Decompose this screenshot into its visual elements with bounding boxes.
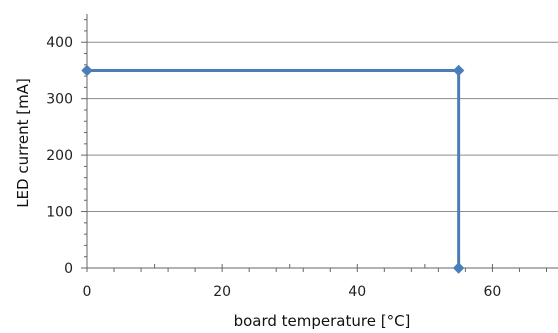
y-tick-label: 200 [46, 148, 73, 164]
y-tick-label: 100 [46, 205, 73, 221]
y-axis-title: LED current [mA] [14, 78, 32, 208]
series-line [87, 68, 461, 268]
minor-ticks [81, 19, 547, 272]
tick-labels: 0 100 200 300 400 0 20 40 60 [46, 35, 501, 300]
x-tick-label: 0 [83, 284, 92, 300]
data-point-marker [452, 262, 465, 274]
y-tick-label: 0 [64, 261, 73, 277]
axes [86, 14, 558, 269]
x-tick-label: 20 [213, 284, 231, 300]
x-axis-title: board temperature [°C] [234, 312, 411, 330]
y-tick-label: 300 [46, 92, 73, 108]
series [81, 64, 465, 274]
data-point-marker [452, 64, 465, 77]
x-tick-label: 60 [484, 284, 502, 300]
x-tick-label: 40 [348, 284, 366, 300]
y-tick-label: 400 [46, 35, 73, 51]
grid-lines [87, 41, 558, 213]
data-point-marker [81, 64, 93, 77]
